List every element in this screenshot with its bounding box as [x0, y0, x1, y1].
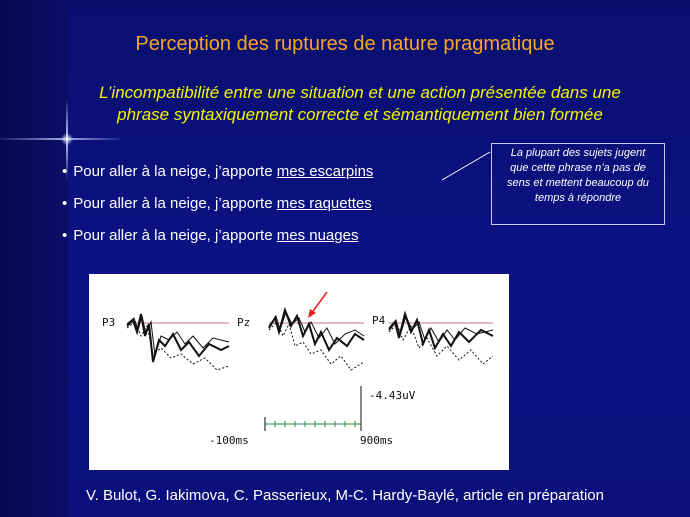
waveform-p4-dotted: [388, 323, 494, 365]
bullet-item-1: • Pour aller à la neige, j’apporte mes es…: [62, 160, 373, 192]
bullet-underlined-word: mes raquettes: [276, 195, 372, 212]
slide-title: Perception des ruptures de nature pragma…: [135, 33, 555, 55]
time-end-label: 900ms: [360, 434, 393, 447]
subtitle-line-2: phrase syntaxiquement correcte et sémant…: [117, 105, 603, 124]
erp-figure: P3 Pz P4: [89, 274, 509, 470]
waveform-group-p4: [388, 310, 494, 365]
annotation-line-1: La plupart des sujets jugent: [510, 147, 646, 159]
bullet-text: Pour aller à la neige, j’apporte: [73, 163, 277, 180]
subtitle-line-1: L’incompatibilité entre une situation et…: [99, 83, 621, 102]
waveform-pz-solid: [268, 306, 365, 353]
electrode-label-p4: P4: [372, 314, 386, 327]
bullet-underlined-word: mes nuages: [276, 227, 359, 244]
credit-line: V. Bulot, G. Iakimova, C. Passerieux, M-…: [86, 487, 604, 504]
scale-bar: -4.43uV -100ms 900ms: [209, 386, 416, 447]
waveform-p4-thin: [388, 314, 494, 343]
arrow-shaft: [310, 291, 328, 315]
annotation-line-3: sens et mettent beaucoup du: [507, 177, 649, 189]
time-axis-ticks: [274, 421, 356, 427]
time-start-label: -100ms: [209, 434, 249, 447]
waveform-pz-dotted: [268, 321, 365, 371]
waveform-p4-solid: [388, 310, 494, 351]
waveform-group-p3: [126, 313, 230, 371]
bullet-text: Pour aller à la neige, j’apporte: [73, 195, 277, 212]
bullet-list: • Pour aller à la neige, j’apporte mes es…: [62, 160, 373, 256]
annotation-line-4: temps à répondre: [534, 192, 622, 204]
waveform-pz-thin: [268, 310, 365, 345]
electrode-label-p3: P3: [102, 316, 115, 329]
waveform-p3-thin: [126, 315, 230, 357]
erp-waveforms-svg: P3 Pz P4: [102, 291, 494, 447]
highlight-arrow: [308, 291, 328, 318]
waveform-p3-solid: [126, 313, 230, 363]
electrode-label-pz: Pz: [237, 316, 250, 329]
note-connector-line: [441, 151, 491, 181]
slide-subtitle: L’incompatibilité entre une situation et…: [60, 82, 660, 126]
bullet-dot: •: [62, 227, 68, 244]
bullet-item-3: • Pour aller à la neige, j’apporte mes nu…: [62, 224, 373, 256]
bullet-item-2: • Pour aller à la neige, j’apporte mes ra…: [62, 192, 373, 224]
bullet-text: Pour aller à la neige, j’apporte: [73, 227, 277, 244]
annotation-line-2: que cette phrase n’a pas de: [510, 162, 646, 174]
bullet-dot: •: [62, 195, 68, 212]
arrow-head: [308, 309, 316, 318]
left-decorative-strip: [0, 0, 68, 517]
waveform-group-pz: [268, 306, 365, 371]
decorative-horizontal-line: [0, 138, 120, 140]
bullet-dot: •: [62, 163, 68, 180]
bullet-underlined-word: mes escarpins: [276, 163, 374, 180]
amplitude-label: -4.43uV: [369, 389, 416, 402]
annotation-box: La plupart des sujets jugent que cette p…: [491, 143, 665, 225]
decorative-spark: [61, 133, 73, 145]
waveform-p3-dotted: [126, 321, 230, 371]
